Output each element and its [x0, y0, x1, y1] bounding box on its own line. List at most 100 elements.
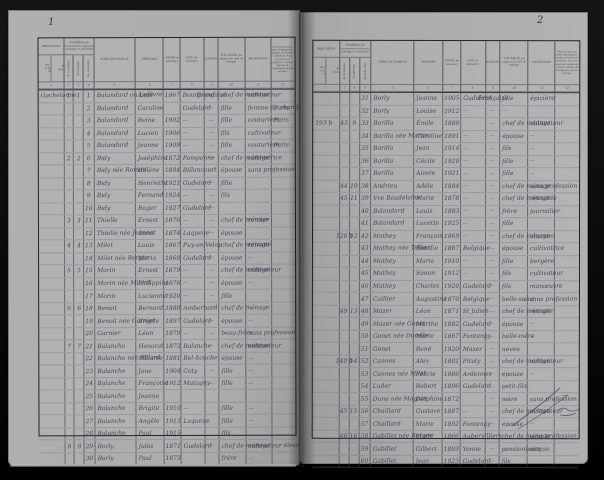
cell: [349, 92, 361, 105]
cell: [349, 205, 360, 218]
cell: 59: [359, 443, 372, 455]
cell: 25: [84, 390, 96, 403]
cell: 1896: [443, 380, 461, 393]
cell: 24: [84, 378, 96, 390]
cell: [349, 217, 360, 230]
cell: Borly: [371, 105, 415, 117]
cell: 9: [349, 117, 360, 130]
cell: 1904: [164, 365, 182, 377]
cell: [349, 142, 360, 155]
cell: [339, 155, 350, 167]
cell: [555, 106, 579, 118]
column-number: 6: [135, 82, 165, 90]
cell: —: [180, 114, 206, 127]
col-header-numeros-sub: de la maison: [339, 57, 351, 85]
table-row: 8 Bidy Henriette 1921 Gudelard — fille: [38, 177, 295, 191]
cell: retraité: [246, 239, 272, 252]
cell: [39, 315, 65, 328]
cell: 7: [83, 165, 96, 177]
cell: fille: [219, 402, 247, 415]
cell: Delphine: [413, 393, 443, 405]
cell: Balandard: [94, 127, 136, 140]
cell: Barilla: [371, 117, 415, 130]
cell: 10: [83, 202, 96, 215]
table-row: 36 Barilla Cécile 1920— — fille —: [313, 155, 580, 169]
cell: —: [460, 180, 486, 193]
cell: chef de ménage: [219, 440, 270, 452]
cell: 1913: [164, 415, 182, 427]
cell: Balanche: [95, 428, 137, 440]
cell: épouse: [500, 130, 529, 143]
cell: 1867: [164, 240, 182, 252]
table-row: 51 Gonet René 1920 Mazer — neveu: [312, 343, 579, 357]
folio-number-left: 1: [48, 17, 55, 28]
cell: —: [485, 268, 501, 280]
column-number: 11: [528, 85, 556, 93]
cell: couturière: [246, 139, 280, 152]
cell: [38, 102, 65, 115]
cell: —: [180, 139, 206, 152]
cell: [64, 290, 75, 303]
cell: Jane: [136, 365, 165, 377]
cell: —: [205, 365, 220, 377]
cell: 13: [349, 305, 360, 318]
cell: 2: [64, 152, 75, 165]
cell: Balandard: [95, 140, 137, 152]
cell: Paris: [273, 141, 289, 150]
cell: Bidy: [95, 177, 137, 190]
cell: —: [246, 402, 273, 415]
cell: [555, 431, 579, 443]
cell: [555, 143, 579, 155]
cell: retraité: [528, 305, 555, 318]
cell: Gonet: [371, 343, 414, 355]
cell: chef de ménage: [219, 239, 270, 252]
cell: Mazer née Gonet: [371, 318, 426, 330]
cell: [339, 293, 350, 305]
cell: [313, 92, 340, 105]
cell: fille: [219, 415, 247, 427]
cell: [312, 405, 340, 418]
cell: —: [246, 452, 273, 465]
cell: Borly: [95, 453, 137, 465]
cell: [64, 140, 75, 152]
cell: René: [413, 343, 444, 355]
cell: 1873: [164, 340, 182, 352]
cell: Bernard: [136, 302, 165, 315]
cell: [205, 452, 221, 465]
cell: [312, 242, 340, 255]
cell: 57: [359, 418, 372, 430]
cell: Rosalie: [414, 243, 444, 255]
table-row: 16 Morin née Milard Philippine 1876— — épouse…: [39, 277, 296, 291]
cell: —: [205, 340, 220, 352]
col-header-indication-subs: des rues et lieux-dits des maisons: [38, 55, 65, 83]
cell: Balanche: [181, 340, 211, 352]
cell: [528, 381, 555, 393]
cell: [312, 443, 340, 455]
cell: Billancourt: [180, 164, 217, 177]
cell: 22: [84, 353, 96, 365]
cell: chef de ménage: [219, 265, 270, 277]
column-number: 9: [204, 81, 220, 89]
cell: [74, 415, 85, 428]
cell: 1: [64, 90, 74, 102]
cell: 56: [359, 405, 372, 418]
cell: [349, 130, 360, 142]
cell: Cécile: [414, 155, 444, 168]
cell: —: [485, 318, 501, 330]
cell: journalier: [528, 205, 560, 218]
cell: 3: [64, 215, 75, 227]
column-number: 10: [219, 81, 246, 89]
cell: —: [485, 305, 501, 318]
cell: [312, 293, 340, 305]
table-row: 26 Balanche Brigite 1910— fille —: [39, 402, 296, 416]
column-number: 12: [555, 85, 580, 93]
cell: Simon: [413, 268, 444, 280]
cell: 5: [64, 265, 75, 278]
cell: 37: [359, 167, 372, 180]
cell: 1866: [442, 430, 461, 443]
cell: [349, 167, 360, 180]
cell: Morin: [95, 265, 137, 277]
cell: fille: [219, 139, 247, 152]
cell: [246, 289, 273, 302]
